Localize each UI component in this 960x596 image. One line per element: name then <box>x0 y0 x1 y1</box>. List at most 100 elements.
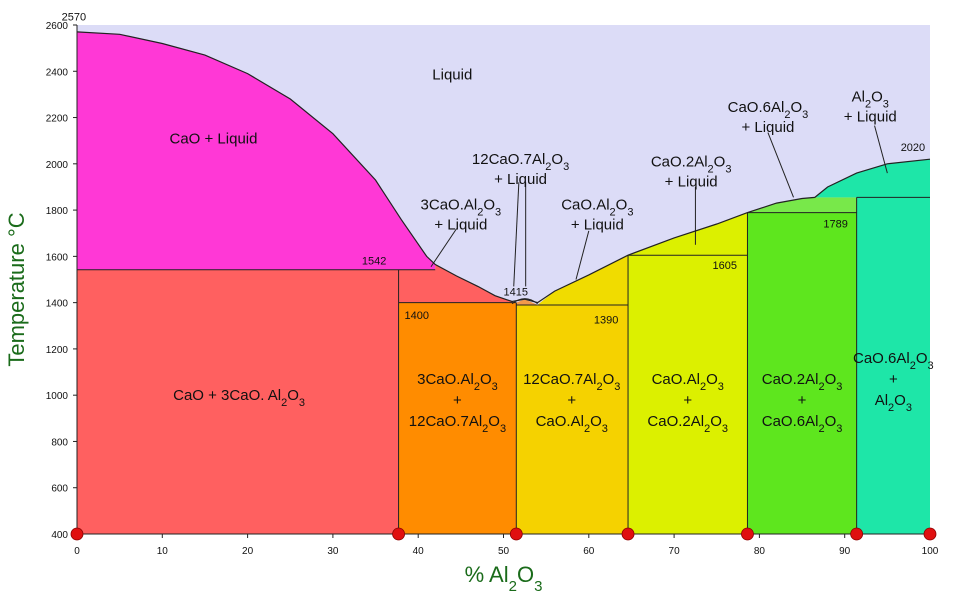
label-part: O <box>590 413 602 430</box>
label-part: 2 <box>888 402 894 414</box>
label-part: 2 <box>910 360 916 372</box>
label-part: O <box>551 151 563 168</box>
phase-boundaries <box>76 31 931 534</box>
y-tick-label: 1200 <box>46 345 69 356</box>
label-part: 3 <box>299 397 305 409</box>
region-label-ca2-liquid: CaO.2Al2O3 <box>651 154 732 176</box>
label-part: + Liquid <box>494 171 547 188</box>
region-label-c3a-c12a7: + <box>453 392 462 409</box>
region-al2o3-liquid <box>814 159 930 198</box>
region-label-c12a7-ca: 12CaO.7Al2O3 <box>523 371 620 393</box>
region-ca-ca2 <box>628 255 748 534</box>
x-axis-title-sub: 3 <box>534 578 542 592</box>
y-tick-label: 800 <box>51 437 68 448</box>
axes: 0 10 20 30 40 50 60 70 80 90 100 400 600 800 1000 1200 1… <box>46 21 939 557</box>
label-part: 3 <box>492 381 498 393</box>
region-label-c12a7-ca: + <box>567 392 576 409</box>
label-part: CaO + 3CaO. Al <box>173 387 281 404</box>
label-part: 2 <box>477 206 483 218</box>
leader-ca-liquid <box>575 230 590 280</box>
label-part: CaO.6Al <box>762 413 819 430</box>
y-tick-label: 2000 <box>46 160 69 171</box>
label-part: 3CaO.Al <box>417 371 474 388</box>
y-tick-label: 1400 <box>46 299 69 310</box>
leader-lines <box>430 125 888 287</box>
x-tick-label: 80 <box>754 546 766 557</box>
congruent-arc <box>511 298 538 305</box>
label-part: 3 <box>725 164 731 176</box>
region-label-ca-liquid: CaO.Al2O3 <box>561 196 633 218</box>
region-c3a-liquid <box>398 264 517 303</box>
region-label-liquid: Liquid <box>432 67 472 84</box>
region-label-ca2-ca6: CaO.2Al2O3 <box>762 371 843 393</box>
label-part: O <box>488 413 500 430</box>
region-c3a-c12a7 <box>398 302 517 534</box>
y-tick-label: 2200 <box>46 114 69 125</box>
y-tick-label: 2400 <box>46 67 69 78</box>
y-axis-title: Temperature °C <box>4 212 29 366</box>
composition-marker <box>741 527 754 541</box>
label-part: CaO + Liquid <box>169 130 257 147</box>
region-ca2-ca6 <box>747 212 857 534</box>
label-part: Al <box>852 89 865 106</box>
label-part: CaO.Al <box>652 371 700 388</box>
label-part: CaO.2Al <box>647 413 704 430</box>
label-part: O <box>825 413 837 430</box>
label-part: CaO.2Al <box>651 154 708 171</box>
x-tick-label: 30 <box>327 546 339 557</box>
region-label-ca-ca2: CaO.Al2O3 <box>652 371 724 393</box>
label-part: + <box>798 392 807 409</box>
label-part: 3 <box>836 381 842 393</box>
label-part: + <box>683 392 692 409</box>
region-ca-liquid <box>537 255 628 305</box>
label-part: O <box>894 392 906 409</box>
label-part: + Liquid <box>434 216 487 233</box>
region-label-ca-liquid: + Liquid <box>571 216 624 233</box>
region-label-cao-liquid: CaO + Liquid <box>169 130 257 147</box>
region-label-c3a-liquid: + Liquid <box>434 216 487 233</box>
label-part: 3 <box>495 206 501 218</box>
region-label-ca6-liquid: CaO.6Al2O3 <box>728 99 809 121</box>
region-label-cao-c3a: CaO + 3CaO. Al2O3 <box>173 387 305 409</box>
x-tick-label: 90 <box>839 546 851 557</box>
region-label-c12a7-ca: CaO.Al2O3 <box>536 413 608 435</box>
label-part: + Liquid <box>741 119 794 136</box>
label-part: 3 <box>563 161 569 173</box>
label-part: 3 <box>614 381 620 393</box>
region-label-ca2-ca6: CaO.6Al2O3 <box>762 413 843 435</box>
label-part: O <box>603 371 615 388</box>
label-part: O <box>710 413 722 430</box>
region-ca6-al2o3 <box>856 197 930 534</box>
region-label-ca6-liquid: + Liquid <box>741 119 794 136</box>
label-part: 2 <box>865 99 871 111</box>
label-part: 2 <box>584 423 590 435</box>
label-part: CaO.6Al <box>853 350 910 367</box>
label-part: Liquid <box>432 67 472 84</box>
region-label-ca6-al2o3: CaO.6Al2O3 <box>853 350 934 372</box>
x-tick-label: 70 <box>669 546 681 557</box>
label-part: 2 <box>704 423 710 435</box>
temp-label-2570: 2570 <box>62 11 86 23</box>
label-part: 3 <box>722 423 728 435</box>
label-part: 3 <box>906 402 912 414</box>
x-axis-title-rest: O <box>517 562 534 587</box>
x-tick-label: 0 <box>74 546 80 557</box>
label-part: 2 <box>281 397 287 409</box>
composition-markers <box>70 527 937 541</box>
region-label-ca6-al2o3: Al2O3 <box>875 392 912 414</box>
region-label-c12a7-liquid: 12CaO.7Al2O3 <box>472 151 569 173</box>
y-tick-label: 400 <box>51 530 68 541</box>
label-part: O <box>916 350 928 367</box>
label-part: CaO.2Al <box>762 371 819 388</box>
region-label-al2o3-liquid: Al2O3 <box>852 89 889 111</box>
temp-label-1400: 1400 <box>405 310 429 322</box>
label-part: 12CaO.7Al <box>409 413 482 430</box>
composition-marker <box>621 527 635 541</box>
label-part: O <box>871 89 883 106</box>
region-label-ca-ca2: + <box>683 392 692 409</box>
composition-marker <box>70 527 84 541</box>
temp-label-1605: 1605 <box>712 260 736 272</box>
region-ca6-liquid <box>747 197 857 213</box>
leader-al2o3-liquid <box>874 125 888 174</box>
y-tick-label: 1600 <box>46 252 69 263</box>
